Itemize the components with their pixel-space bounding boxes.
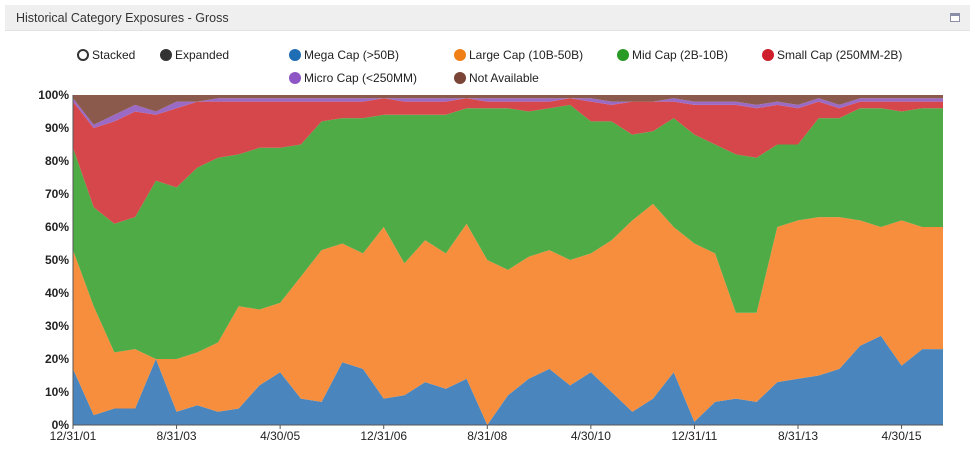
radio-selected-icon xyxy=(160,49,172,61)
legend-label: Large Cap (10B-50B) xyxy=(469,48,584,62)
x-tick-label: 12/31/01 xyxy=(50,429,97,443)
panel-header: Historical Category Exposures - Gross xyxy=(5,5,970,31)
legend-swatch xyxy=(289,72,301,84)
legend-swatch xyxy=(289,49,301,61)
legend-swatch xyxy=(762,49,774,61)
area-series-1[interactable] xyxy=(73,203,943,425)
legend-item-not-available[interactable]: Not Available xyxy=(454,70,539,86)
y-tick-label: 100% xyxy=(38,88,69,102)
x-axis: 12/31/01 8/31/03 4/30/05 12/31/06 8/31/08 4/3… xyxy=(50,424,943,443)
y-tick-label: 40% xyxy=(45,286,69,300)
chart-areas xyxy=(73,95,943,425)
legend-label: Mega Cap (>50B) xyxy=(304,48,400,62)
area-series-3[interactable] xyxy=(73,98,943,224)
legend-label: Not Available xyxy=(469,71,539,85)
legend-item-small-cap[interactable]: Small Cap (250MM-2B) xyxy=(762,47,902,63)
radio-empty-icon xyxy=(77,49,89,61)
radio-stacked-label: Stacked xyxy=(92,48,136,62)
x-tick-label: 4/30/15 xyxy=(882,429,922,443)
x-tick-label: 8/31/03 xyxy=(157,429,197,443)
legend-item-micro-cap[interactable]: Micro Cap (<250MM) xyxy=(289,70,417,86)
legend-swatch xyxy=(454,72,466,84)
y-tick-label: 70% xyxy=(45,187,69,201)
x-tick-label: 8/31/13 xyxy=(778,429,818,443)
y-tick-label: 0% xyxy=(52,418,70,432)
legend-label: Small Cap (250MM-2B) xyxy=(777,48,903,62)
area-series-5[interactable] xyxy=(73,95,943,125)
area-series-4[interactable] xyxy=(73,98,943,128)
x-tick-label: 12/31/06 xyxy=(360,429,407,443)
y-tick-label: 50% xyxy=(45,253,69,267)
x-tick-label: 4/30/10 xyxy=(571,429,611,443)
legend-swatch xyxy=(454,49,466,61)
y-tick-label: 10% xyxy=(45,385,69,399)
x-tick-label: 4/30/05 xyxy=(260,429,300,443)
y-tick-label: 20% xyxy=(45,352,69,366)
area-series-2[interactable] xyxy=(73,104,943,360)
y-tick-label: 60% xyxy=(45,220,69,234)
x-tick-label: 8/31/08 xyxy=(467,429,507,443)
y-axis: 0% 10% 20% 30% 40% 50% 60% 70% 80% 90% 100% xyxy=(38,88,74,432)
radio-expanded-label: Expanded xyxy=(175,48,230,62)
x-tick-label: 12/31/11 xyxy=(672,429,718,443)
y-tick-label: 30% xyxy=(45,319,69,333)
maximize-icon[interactable] xyxy=(950,13,960,22)
radio-stacked[interactable]: Stacked xyxy=(77,47,135,63)
y-tick-label: 90% xyxy=(45,121,69,135)
legend-item-large-cap[interactable]: Large Cap (10B-50B) xyxy=(454,47,583,63)
panel-title: Historical Category Exposures - Gross xyxy=(16,11,229,25)
legend-item-mid-cap[interactable]: Mid Cap (2B-10B) xyxy=(617,47,728,63)
y-tick-label: 80% xyxy=(45,154,69,168)
legend-item-mega-cap[interactable]: Mega Cap (>50B) xyxy=(289,47,399,63)
radio-expanded[interactable]: Expanded xyxy=(160,47,229,63)
legend-label: Mid Cap (2B-10B) xyxy=(632,48,729,62)
area-series-0[interactable] xyxy=(73,335,943,425)
legend-label: Micro Cap (<250MM) xyxy=(304,71,418,85)
legend-swatch xyxy=(617,49,629,61)
